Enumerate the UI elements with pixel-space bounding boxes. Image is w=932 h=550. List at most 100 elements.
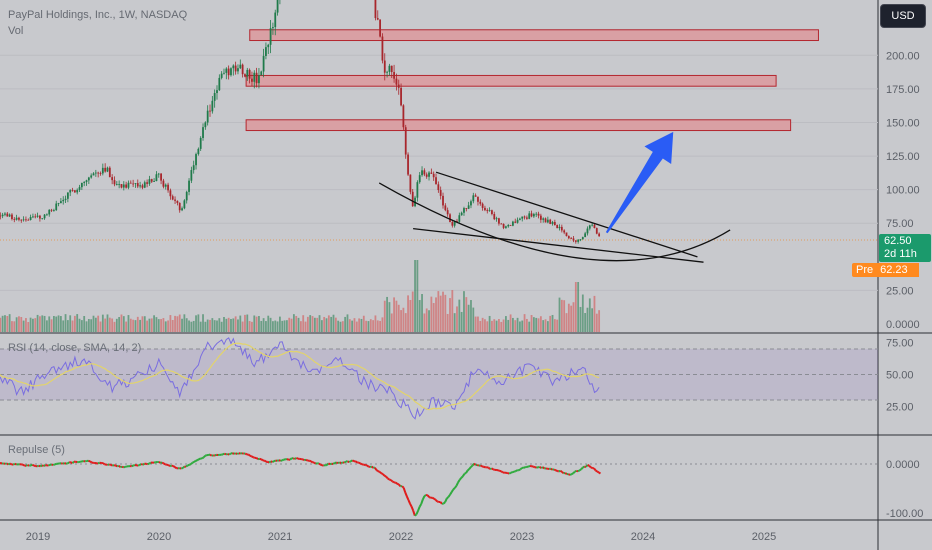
rsi-title[interactable]: RSI (14, close, SMA, 14, 2)	[8, 342, 142, 354]
rsi-tick-label: 25.00	[886, 401, 914, 413]
candle-body	[493, 214, 496, 220]
candle-body	[150, 179, 153, 182]
volume-bar	[502, 319, 505, 332]
volume-bar	[444, 294, 447, 332]
repulse-segment	[12, 462, 16, 466]
candle-body	[516, 219, 519, 223]
volume-bar	[73, 315, 76, 332]
repulse-segment	[347, 460, 350, 463]
candle-body	[567, 236, 570, 239]
volume-bar	[125, 321, 128, 332]
candle-body	[127, 182, 130, 188]
volume-bar	[341, 321, 344, 332]
candle-body	[519, 218, 521, 220]
currency-button[interactable]: USD	[880, 4, 926, 28]
repulse-segment	[391, 480, 395, 484]
candle-body	[92, 173, 95, 176]
repulse-segment	[115, 464, 118, 468]
repulse-segment	[457, 479, 461, 483]
candle-body	[239, 64, 242, 69]
resistance-zone	[249, 29, 819, 42]
repulse-title[interactable]: Repulse (5)	[8, 444, 65, 456]
repulse-segment	[574, 469, 577, 473]
volume-bar	[108, 317, 111, 332]
symbol-title[interactable]: PayPal Holdings, Inc., 1W, NASDAQ	[8, 9, 188, 21]
candle-body	[83, 181, 86, 183]
volume-bar	[383, 300, 386, 332]
volume-bar	[472, 307, 475, 332]
repulse-segment	[310, 460, 314, 464]
candle-body	[62, 199, 65, 202]
volume-bar	[530, 315, 533, 332]
repulse-segment	[407, 499, 411, 505]
volume-bar	[169, 315, 172, 332]
volume-bar	[381, 317, 384, 332]
candle-body	[514, 221, 517, 223]
repulse-segment	[426, 494, 431, 498]
candle-body	[449, 214, 451, 223]
volume-bar	[595, 313, 598, 332]
repulse-segment	[228, 452, 232, 456]
volume-bar	[199, 321, 202, 332]
volume-bar	[111, 318, 114, 332]
candle-body	[439, 190, 442, 196]
repulse-segment	[519, 467, 523, 471]
volume-bar	[400, 310, 402, 332]
candle-body	[115, 184, 118, 185]
volume-bar	[532, 317, 535, 332]
candle-body	[225, 68, 228, 73]
repulse-segment	[476, 464, 480, 467]
repulse-segment	[572, 470, 576, 474]
volume-bar	[20, 316, 23, 332]
repulse-segment	[576, 469, 579, 473]
candle-body	[155, 174, 158, 182]
volume-bar	[66, 320, 69, 332]
time-tick-label: 2022	[389, 531, 413, 543]
volume-bar	[514, 320, 517, 332]
premarket-label: Pre	[852, 263, 878, 277]
volume-bar	[41, 315, 44, 332]
repulse-segment	[465, 469, 469, 474]
candle-body	[267, 44, 270, 48]
repulse-segment	[9, 462, 13, 466]
volume-bar	[535, 317, 538, 332]
volume-bar	[206, 319, 209, 332]
repulse-segment	[423, 494, 427, 497]
repulse-segment	[532, 465, 536, 469]
candle-body	[106, 167, 109, 172]
candle-body	[421, 170, 423, 176]
candle-body	[442, 195, 444, 206]
volume-bar	[404, 313, 407, 332]
candle-body	[411, 191, 414, 207]
volume-bar	[397, 304, 400, 332]
volume-bar	[269, 317, 272, 332]
candle-body	[253, 72, 256, 82]
volume-bar	[435, 297, 437, 332]
candle-body	[416, 182, 419, 198]
candle-body	[148, 179, 151, 184]
volume-bar	[183, 314, 186, 332]
candle-body	[230, 68, 232, 76]
volume-bar	[25, 318, 27, 332]
repulse-segment	[351, 459, 355, 463]
repulse-segment	[142, 462, 146, 466]
candle-body	[118, 184, 121, 185]
premarket-value: 62.23	[877, 263, 920, 277]
candle-body	[57, 203, 60, 204]
volume-bar	[304, 321, 307, 332]
volume-bar	[6, 316, 9, 332]
repulse-segment	[523, 466, 526, 469]
volume-bar	[414, 260, 416, 332]
candle-body	[71, 190, 74, 191]
candle-body	[41, 218, 44, 220]
candle-body	[404, 127, 407, 155]
candle-body	[25, 219, 27, 221]
repulse-segment	[41, 464, 44, 467]
repulse-segment	[553, 468, 557, 472]
repulse-segment	[108, 463, 112, 466]
candle-body	[246, 69, 249, 77]
repulse-tick-label: -100.00	[886, 508, 923, 520]
repulse-segment	[38, 464, 41, 468]
